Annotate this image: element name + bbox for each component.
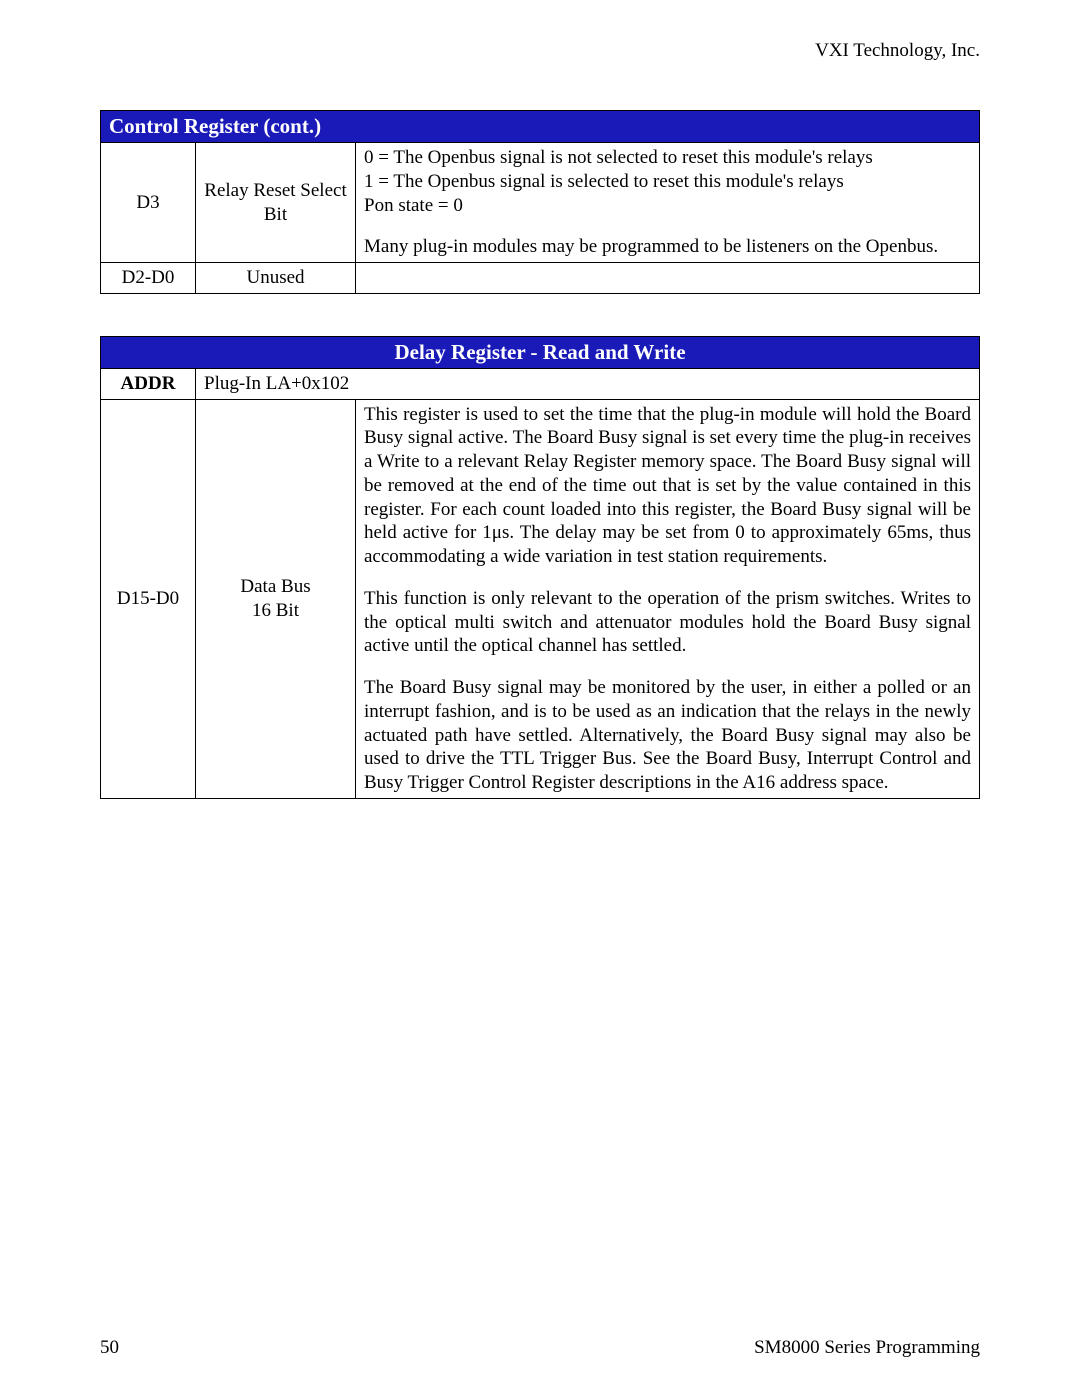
desc-para: This function is only relevant to the op…	[364, 587, 971, 658]
delay-register-title: Delay Register - Read and Write	[101, 336, 980, 368]
field-name-line: Data Bus	[240, 576, 310, 597]
table-row: ADDR Plug-In LA+0x102	[101, 368, 980, 399]
desc-line: Pon state = 0	[364, 194, 971, 218]
description-cell	[356, 263, 980, 294]
field-name-cell: Unused	[196, 263, 356, 294]
bit-cell: D3	[101, 143, 196, 263]
table-row: D2-D0 Unused	[101, 263, 980, 294]
addr-label-cell: ADDR	[101, 368, 196, 399]
description-cell: 0 = The Openbus signal is not selected t…	[356, 143, 980, 263]
desc-para: The Board Busy signal may be monitored b…	[364, 676, 971, 795]
bit-cell: D15-D0	[101, 399, 196, 798]
addr-value-cell: Plug-In LA+0x102	[196, 368, 980, 399]
table-row: D3 Relay Reset Select Bit 0 = The Openbu…	[101, 143, 980, 263]
description-cell: This register is used to set the time th…	[356, 399, 980, 798]
desc-line: 1 = The Openbus signal is selected to re…	[364, 170, 971, 194]
desc-line: 0 = The Openbus signal is not selected t…	[364, 146, 971, 170]
bit-cell: D2-D0	[101, 263, 196, 294]
table-row: D15-D0 Data Bus 16 Bit This register is …	[101, 399, 980, 798]
field-name-cell: Data Bus 16 Bit	[196, 399, 356, 798]
page-header: VXI Technology, Inc.	[100, 40, 980, 62]
control-register-title: Control Register (cont.)	[101, 111, 980, 143]
desc-para: Many plug-in modules may be programmed t…	[364, 235, 971, 259]
doc-title: SM8000 Series Programming	[754, 1337, 980, 1359]
control-register-table: Control Register (cont.) D3 Relay Reset …	[100, 110, 980, 294]
field-name-cell: Relay Reset Select Bit	[196, 143, 356, 263]
page-footer: 50 SM8000 Series Programming	[100, 1337, 980, 1359]
field-name-line: 16 Bit	[252, 600, 299, 621]
desc-para: This register is used to set the time th…	[364, 403, 971, 569]
company-name: VXI Technology, Inc.	[815, 40, 980, 61]
delay-register-table: Delay Register - Read and Write ADDR Plu…	[100, 336, 980, 799]
page-number: 50	[100, 1337, 119, 1359]
